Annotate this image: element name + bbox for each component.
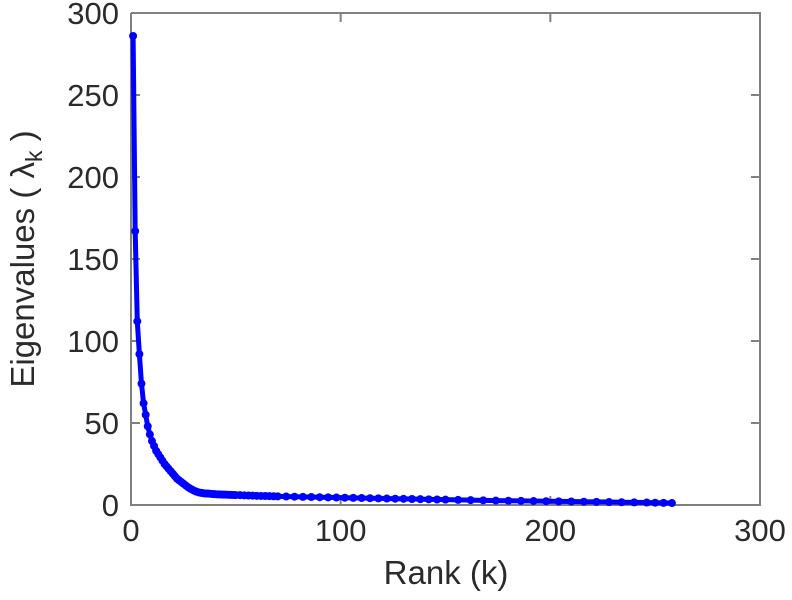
data-point (617, 498, 626, 507)
data-point (139, 399, 148, 408)
data-point (133, 317, 142, 326)
y-axis-title-subscript: k (21, 150, 47, 162)
data-point (298, 492, 307, 501)
data-point (433, 495, 442, 504)
data-point (659, 498, 668, 507)
data-point (407, 495, 416, 504)
y-tick-label: 100 (67, 324, 119, 359)
data-point (145, 430, 154, 439)
data-point (579, 497, 588, 506)
x-axis-title: Rank (k) (384, 554, 509, 591)
data-point (424, 495, 433, 504)
data-point (332, 493, 341, 502)
data-point (366, 494, 375, 503)
data-point (516, 496, 525, 505)
data-point (137, 379, 146, 388)
data-point (349, 493, 358, 502)
y-axis-ticks (131, 12, 760, 506)
x-tick-label: 100 (315, 513, 367, 548)
data-point (651, 498, 660, 507)
data-point (129, 31, 138, 40)
x-tick-label: 200 (524, 513, 576, 548)
data-point (290, 492, 299, 501)
data-point (282, 492, 291, 501)
y-axis-title: Eigenvalues ( λk ) (4, 130, 47, 387)
y-axis-title-main: Eigenvalues ( λ (4, 162, 41, 388)
data-point (504, 496, 513, 505)
data-point (131, 227, 140, 236)
y-tick-label: 200 (67, 160, 119, 195)
y-axis-title-group: Eigenvalues ( λk ) (4, 130, 47, 387)
data-point (324, 493, 333, 502)
data-point (135, 350, 144, 359)
data-point (466, 496, 475, 505)
data-point-markers (129, 31, 676, 508)
data-point (491, 496, 500, 505)
y-tick-label: 300 (67, 0, 119, 31)
data-point (592, 497, 601, 506)
data-series-eigenvalues (129, 31, 676, 508)
data-point (382, 494, 391, 503)
data-point (441, 495, 450, 504)
y-tick-label: 150 (67, 242, 119, 277)
data-point (141, 410, 150, 419)
data-point (307, 493, 316, 502)
data-point (667, 499, 676, 508)
data-point (554, 497, 563, 506)
data-point (374, 494, 383, 503)
data-point (567, 497, 576, 506)
data-point (630, 498, 639, 507)
y-axis-title-tail: ) (4, 130, 41, 150)
data-point (143, 422, 152, 431)
x-axis-tick-labels: 0 100 200 300 (122, 513, 785, 548)
data-point (391, 494, 400, 503)
data-point (416, 495, 425, 504)
data-point (479, 496, 488, 505)
data-point (340, 493, 349, 502)
y-tick-label: 0 (102, 488, 119, 523)
data-point (605, 498, 614, 507)
data-point (273, 492, 282, 501)
x-axis-ticks (130, 13, 761, 505)
data-point (542, 497, 551, 506)
x-tick-label: 0 (122, 513, 139, 548)
x-tick-label: 300 (734, 513, 786, 548)
data-point (315, 493, 324, 502)
data-point (399, 494, 408, 503)
data-point (529, 497, 538, 506)
data-point (454, 495, 463, 504)
y-axis-tick-labels: 0 50 100 150 200 250 300 (67, 0, 119, 523)
y-tick-label: 50 (85, 406, 119, 441)
y-tick-label: 250 (67, 78, 119, 113)
data-point (642, 498, 651, 507)
axes-frame (130, 12, 761, 506)
data-point (357, 494, 366, 503)
